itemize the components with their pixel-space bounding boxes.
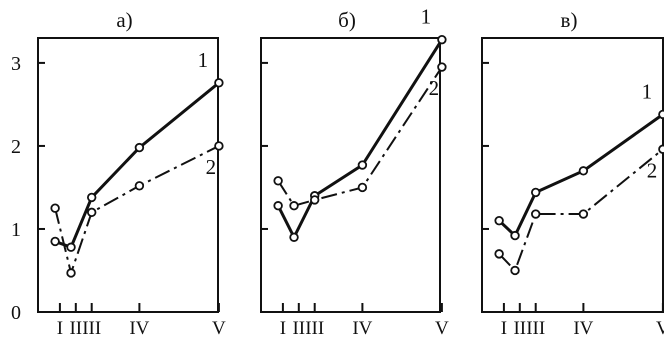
series-1-label: 1 <box>421 5 432 29</box>
series-2-point <box>134 181 145 191</box>
series-1-point <box>510 230 520 241</box>
series-1-point <box>437 34 447 45</box>
y-tick-label: 2 <box>11 136 21 158</box>
series-1-line <box>54 81 220 250</box>
series-1-point <box>494 215 504 226</box>
series-2-point <box>437 62 447 72</box>
panel-title: в) <box>561 8 578 32</box>
series-2-point <box>273 176 283 186</box>
panel-title: б) <box>338 8 356 32</box>
series-2-label: 2 <box>647 158 658 182</box>
panel-title: а) <box>116 8 132 32</box>
x-tick-label: I <box>57 318 63 338</box>
x-tick-label: III <box>305 318 324 338</box>
series-1-point <box>531 187 541 198</box>
series-2-point <box>50 203 60 213</box>
y-tick-label: 1 <box>11 219 21 241</box>
series-2-point <box>494 249 504 259</box>
series-1-point <box>273 201 283 211</box>
x-tick-label: IV <box>573 318 593 338</box>
x-tick-label: V <box>212 318 226 338</box>
series-1-line <box>276 38 444 241</box>
series-2-point <box>310 195 320 205</box>
series-1-point <box>658 109 664 120</box>
series-2-line <box>498 148 664 273</box>
x-tick-label: IV <box>129 318 149 338</box>
chart-panel-2: б)I II III IV V12 <box>260 5 449 338</box>
x-tick-label: II <box>69 318 82 338</box>
series-2-label: 2 <box>206 155 217 179</box>
series-2-point <box>578 209 589 219</box>
series-1-point <box>214 78 224 88</box>
y-tick-label: 3 <box>11 53 21 75</box>
plot-frame <box>37 37 219 313</box>
x-tick-label: IV <box>352 318 372 338</box>
x-tick-label: II <box>292 318 305 338</box>
series-2-point <box>289 201 299 211</box>
series-1-label: 1 <box>198 48 209 72</box>
series-1-point <box>578 166 589 176</box>
series-1-point <box>357 160 368 170</box>
series-2-label: 2 <box>429 76 440 100</box>
series-2-point <box>357 182 368 193</box>
series-1-point <box>86 192 97 203</box>
series-2-point <box>531 209 541 219</box>
x-tick-label: III <box>82 318 101 338</box>
series-1-point <box>50 236 60 247</box>
x-tick-label: V <box>435 318 449 338</box>
series-1-point <box>134 142 145 153</box>
series-2-line <box>54 145 220 277</box>
x-tick-label: I <box>501 318 507 338</box>
x-tick-label: V <box>656 318 664 338</box>
series-1-label: 1 <box>642 79 653 103</box>
series-2-point <box>66 268 76 278</box>
series-1-point <box>66 242 76 252</box>
series-2-point <box>214 141 224 151</box>
y-tick-label: 0 <box>11 302 21 324</box>
series-2-point <box>86 207 97 218</box>
plot-frame <box>481 37 664 313</box>
x-tick-label: III <box>526 318 545 338</box>
plot-frame <box>260 37 441 313</box>
x-tick-label: II <box>513 318 526 338</box>
x-tick-label: I <box>280 318 286 338</box>
series-2-point <box>510 265 520 276</box>
series-1-point <box>289 232 299 242</box>
chart-panel-3: в)I II III IV V12 <box>481 8 664 338</box>
series-2-point <box>658 144 664 154</box>
